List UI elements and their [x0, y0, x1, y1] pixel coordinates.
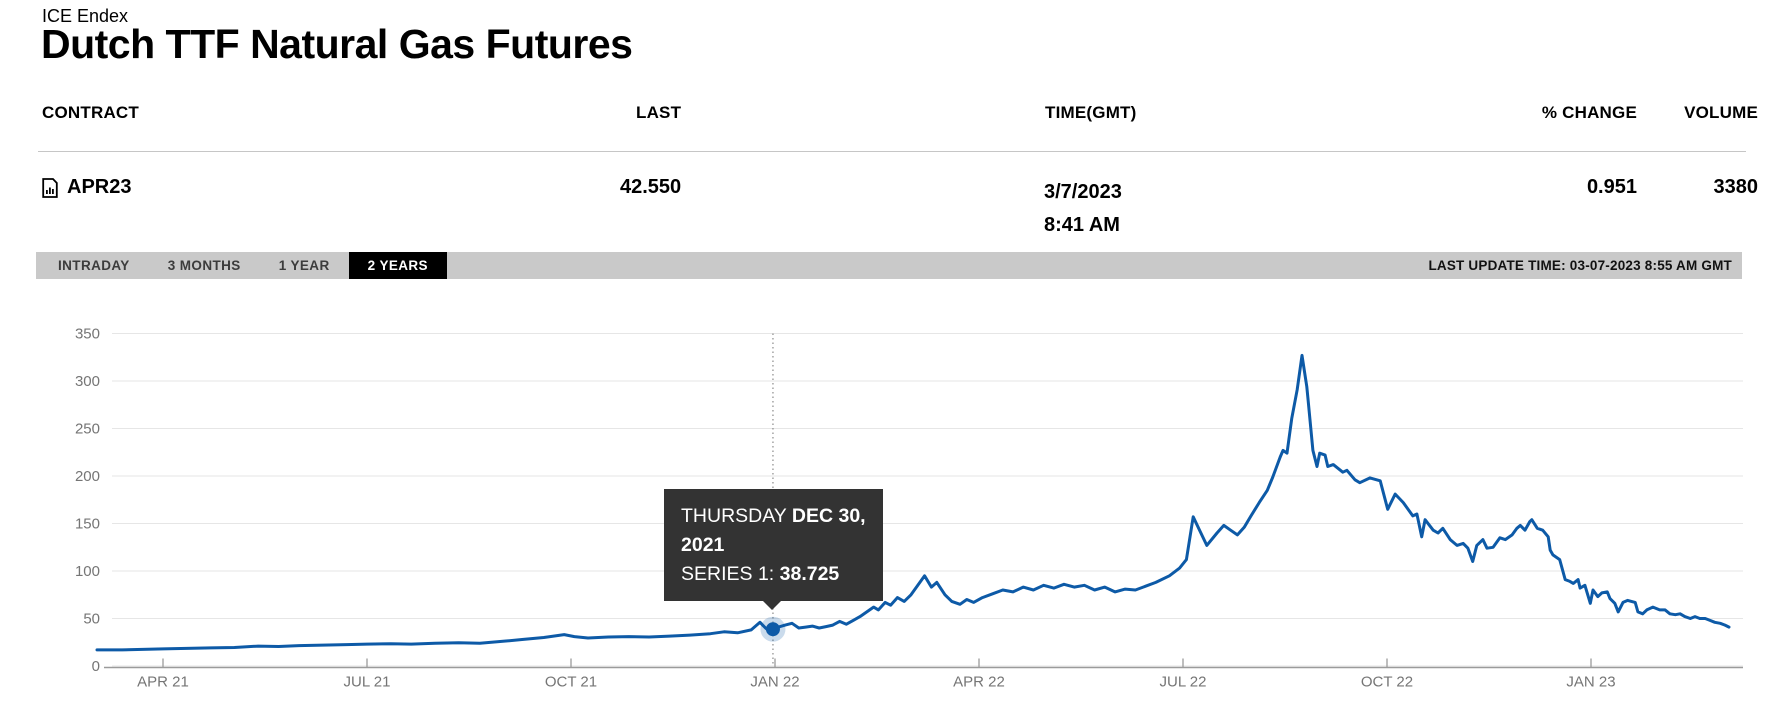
x-axis-tick-label: APR 22	[953, 674, 1005, 691]
table-divider	[38, 151, 1746, 152]
y-axis-tick-label: 50	[83, 611, 100, 628]
y-axis-tick-label: 200	[75, 468, 100, 485]
column-header-time: TIME(GMT)	[1045, 103, 1137, 122]
contract-label: APR23	[67, 176, 132, 198]
y-axis-tick-label: 0	[92, 658, 100, 675]
last-update-time: LAST UPDATE TIME: 03-07-2023 8:55 AM GMT	[1428, 258, 1732, 273]
time-clock: 8:41 AM	[1044, 214, 1120, 236]
time-date: 3/7/2023	[1044, 181, 1122, 203]
hover-marker-dot	[765, 622, 780, 637]
y-axis-tick-label: 250	[75, 421, 100, 438]
y-axis-tick-label: 350	[75, 326, 100, 343]
range-tab-bar: INTRADAY 3 MONTHS 1 YEAR 2 YEARS LAST UP…	[36, 252, 1742, 279]
y-axis-tick-label: 300	[75, 373, 100, 390]
tooltip-date-line: THURSDAY DEC 30, 2021	[681, 505, 866, 556]
column-header-pct-change: % CHANGE	[1541, 103, 1637, 122]
tooltip-series-line: SERIES 1: 38.725	[681, 563, 840, 585]
volume-value: 3380	[1713, 176, 1759, 198]
exchange-label: ICE Endex	[42, 6, 129, 26]
column-header-volume: VOLUME	[1684, 103, 1758, 122]
contract-cell[interactable]: APR23	[42, 176, 131, 199]
x-axis-tick-label: APR 21	[137, 674, 189, 691]
x-axis-tick-label: OCT 22	[1361, 674, 1413, 691]
tab-intraday[interactable]: INTRADAY	[58, 258, 130, 273]
tab-3-months[interactable]: 3 MONTHS	[167, 258, 241, 273]
x-axis-tick-label: OCT 21	[545, 674, 597, 691]
time-value: 3/7/2023 8:41 AM	[1044, 176, 1122, 242]
chart-tooltip: THURSDAY DEC 30, 2021 SERIES 1: 38.725	[664, 489, 883, 610]
x-axis-tick-label: JAN 22	[750, 674, 799, 691]
page-title: Dutch TTF Natural Gas Futures	[41, 21, 633, 67]
tab-1-year[interactable]: 1 YEAR	[278, 258, 330, 273]
x-axis-tick-label: JAN 23	[1566, 674, 1615, 691]
last-price-value: 42.550	[620, 176, 682, 198]
y-axis-tick-label: 100	[75, 563, 100, 580]
x-axis-tick-label: JUL 21	[344, 674, 391, 691]
price-line	[95, 353, 1731, 652]
column-header-last: LAST	[636, 103, 682, 122]
y-axis-tick-label: 150	[75, 516, 100, 533]
price-chart[interactable]: 0 50 100 150 200 250 300 350 APR 21 JUL 21 OCT 21 J…	[0, 280, 1780, 701]
x-axis-tick-label: JUL 22	[1160, 674, 1207, 691]
column-header-contract: CONTRACT	[42, 103, 139, 122]
pct-change-value: 0.951	[1586, 176, 1637, 198]
tooltip-caret	[762, 600, 782, 610]
contract-document-chart-icon	[42, 177, 58, 198]
tab-2-years[interactable]: 2 YEARS	[348, 252, 447, 279]
